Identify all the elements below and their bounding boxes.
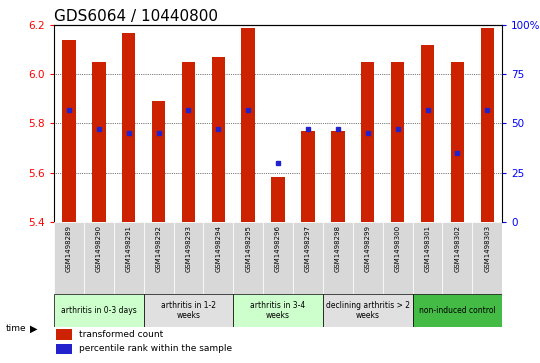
Text: GSM1498300: GSM1498300 — [395, 225, 401, 272]
Text: GSM1498299: GSM1498299 — [364, 225, 371, 272]
FancyBboxPatch shape — [54, 294, 144, 327]
Text: GSM1498297: GSM1498297 — [305, 225, 311, 272]
Text: GSM1498303: GSM1498303 — [484, 225, 490, 272]
Text: GSM1498302: GSM1498302 — [454, 225, 461, 272]
Text: percentile rank within the sample: percentile rank within the sample — [79, 344, 232, 354]
FancyBboxPatch shape — [233, 294, 323, 327]
FancyBboxPatch shape — [114, 221, 144, 294]
Text: transformed count: transformed count — [79, 330, 163, 339]
Bar — [451, 62, 464, 221]
FancyBboxPatch shape — [54, 221, 84, 294]
FancyBboxPatch shape — [144, 294, 233, 327]
FancyBboxPatch shape — [56, 343, 72, 354]
Text: arthritis in 3-4
weeks: arthritis in 3-4 weeks — [251, 301, 306, 320]
Bar — [182, 62, 195, 221]
FancyBboxPatch shape — [442, 221, 472, 294]
Bar — [241, 28, 255, 221]
FancyBboxPatch shape — [293, 221, 323, 294]
FancyBboxPatch shape — [413, 294, 502, 327]
FancyBboxPatch shape — [144, 221, 173, 294]
Text: GSM1498294: GSM1498294 — [215, 225, 221, 272]
Text: GSM1498292: GSM1498292 — [156, 225, 161, 272]
Text: declining arthritis > 2
weeks: declining arthritis > 2 weeks — [326, 301, 410, 320]
Text: GSM1498296: GSM1498296 — [275, 225, 281, 272]
Text: arthritis in 1-2
weeks: arthritis in 1-2 weeks — [161, 301, 216, 320]
FancyBboxPatch shape — [56, 329, 72, 340]
Bar — [361, 62, 374, 221]
Bar — [212, 57, 225, 221]
FancyBboxPatch shape — [84, 221, 114, 294]
Bar — [331, 131, 345, 221]
Text: GSM1498293: GSM1498293 — [185, 225, 192, 272]
Text: GSM1498298: GSM1498298 — [335, 225, 341, 272]
FancyBboxPatch shape — [323, 294, 413, 327]
FancyBboxPatch shape — [383, 221, 413, 294]
Text: non-induced control: non-induced control — [419, 306, 496, 315]
Text: arthritis in 0-3 days: arthritis in 0-3 days — [61, 306, 137, 315]
Text: ▶: ▶ — [30, 324, 37, 334]
Bar — [92, 62, 105, 221]
Bar — [391, 62, 404, 221]
FancyBboxPatch shape — [353, 221, 383, 294]
Bar — [152, 101, 165, 221]
Text: GSM1498290: GSM1498290 — [96, 225, 102, 272]
Bar — [272, 178, 285, 221]
Bar — [122, 33, 136, 221]
Text: GSM1498295: GSM1498295 — [245, 225, 251, 272]
Bar — [62, 40, 76, 221]
Bar — [421, 45, 434, 221]
FancyBboxPatch shape — [173, 221, 204, 294]
FancyBboxPatch shape — [263, 221, 293, 294]
Text: time: time — [5, 324, 26, 333]
FancyBboxPatch shape — [323, 221, 353, 294]
Bar — [301, 131, 315, 221]
Text: GSM1498301: GSM1498301 — [424, 225, 430, 272]
Text: GSM1498289: GSM1498289 — [66, 225, 72, 272]
FancyBboxPatch shape — [413, 221, 442, 294]
FancyBboxPatch shape — [472, 221, 502, 294]
Bar — [481, 28, 494, 221]
FancyBboxPatch shape — [204, 221, 233, 294]
Text: GSM1498291: GSM1498291 — [126, 225, 132, 272]
FancyBboxPatch shape — [233, 221, 263, 294]
Text: GDS6064 / 10440800: GDS6064 / 10440800 — [54, 9, 218, 24]
